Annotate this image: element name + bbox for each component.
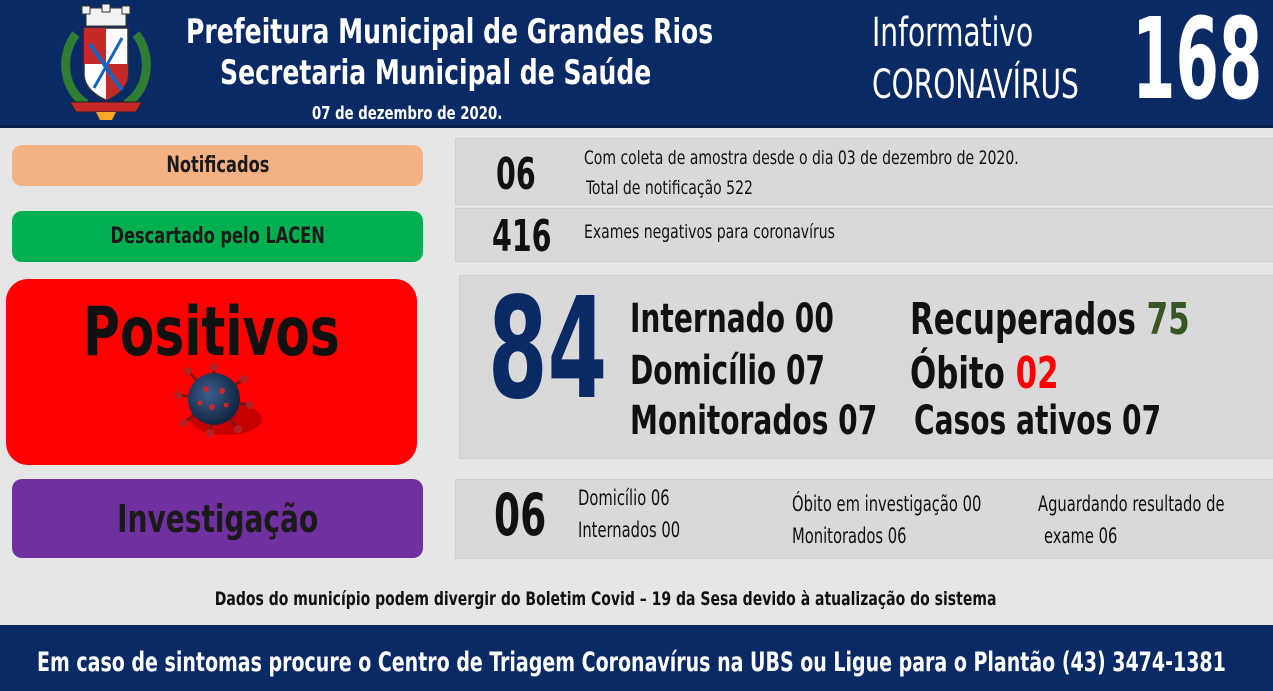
descartado-panel: 416 Exames negativos para coronavírus <box>455 208 1273 262</box>
investigacao-internados: Internados 00 <box>578 518 681 542</box>
footer-banner: Em caso de sintomas procure o Centro de … <box>0 625 1273 691</box>
secretaria-title: Secretaria Municipal de Saúde <box>220 53 652 93</box>
positivos-value: 84 <box>488 268 608 431</box>
positivos-panel: 84 Internado 00 Domicílio 07 Monitorados… <box>459 275 1273 459</box>
investigacao-domicilio: Domicílio 06 <box>578 486 670 510</box>
aguardando-resultado-line2: exame 06 <box>1044 524 1118 548</box>
monitorados-count: Monitorados 07 <box>630 398 878 444</box>
investigacao-value: 06 <box>494 481 547 549</box>
investigacao-label-text: Investigação <box>116 496 319 541</box>
obito-row: Óbito 02 <box>910 348 1059 399</box>
casos-ativos-count: Casos ativos 07 <box>914 398 1162 444</box>
investigacao-monitorados: Monitorados 06 <box>792 524 907 548</box>
coronavirus-icon <box>174 363 262 437</box>
aguardando-resultado-line1: Aguardando resultado de <box>1038 492 1225 516</box>
notificados-total: Total de notificação 522 <box>586 177 753 199</box>
internado-count: Internado 00 <box>630 296 834 342</box>
recuperados-value: 75 <box>1146 294 1190 345</box>
notificados-panel: 06 Com coleta de amostra desde o dia 03 … <box>455 138 1273 205</box>
municipal-coat-of-arms-logo <box>61 4 151 120</box>
descartado-value: 416 <box>492 211 552 262</box>
notificados-detail-line1: Com coleta de amostra desde o dia 03 de … <box>584 147 1019 169</box>
bulletin-date: 07 de dezembro de 2020. <box>312 103 503 124</box>
footer-contact-text: Em caso de sintomas procure o Centro de … <box>37 647 1226 678</box>
investigacao-label: Investigação <box>12 479 423 558</box>
disclaimer-text: Dados do município podem divergir do Bol… <box>215 588 997 610</box>
descartado-label: Descartado pelo LACEN <box>12 211 423 262</box>
domicilio-count: Domicílio 07 <box>630 348 826 394</box>
notificados-label-text: Notificados <box>165 153 270 178</box>
positivos-label-text: Positivos <box>83 293 340 372</box>
obito-label: Óbito <box>910 348 1005 399</box>
bulletin-number: 168 <box>1132 0 1263 125</box>
investigacao-panel: 06 Domicílio 06 Internados 00 Óbito em i… <box>455 479 1273 559</box>
obito-investigacao: Óbito em investigação 00 <box>792 492 982 516</box>
descartado-detail: Exames negativos para coronavírus <box>584 221 835 243</box>
header-banner: Prefeitura Municipal de Grandes Rios Sec… <box>0 0 1273 128</box>
descartado-label-text: Descartado pelo LACEN <box>110 224 325 249</box>
notificados-label: Notificados <box>12 145 423 186</box>
coronavirus-label: CORONAVÍRUS <box>872 62 1079 108</box>
prefeitura-title: Prefeitura Municipal de Grandes Rios <box>186 12 714 52</box>
recuperados-label: Recuperados <box>910 294 1136 345</box>
informativo-label: Informativo <box>872 10 1034 56</box>
obito-value: 02 <box>1015 348 1059 399</box>
recuperados-row: Recuperados 75 <box>910 294 1190 345</box>
notificados-value: 06 <box>496 149 536 200</box>
positivos-label: Positivos <box>6 279 417 465</box>
